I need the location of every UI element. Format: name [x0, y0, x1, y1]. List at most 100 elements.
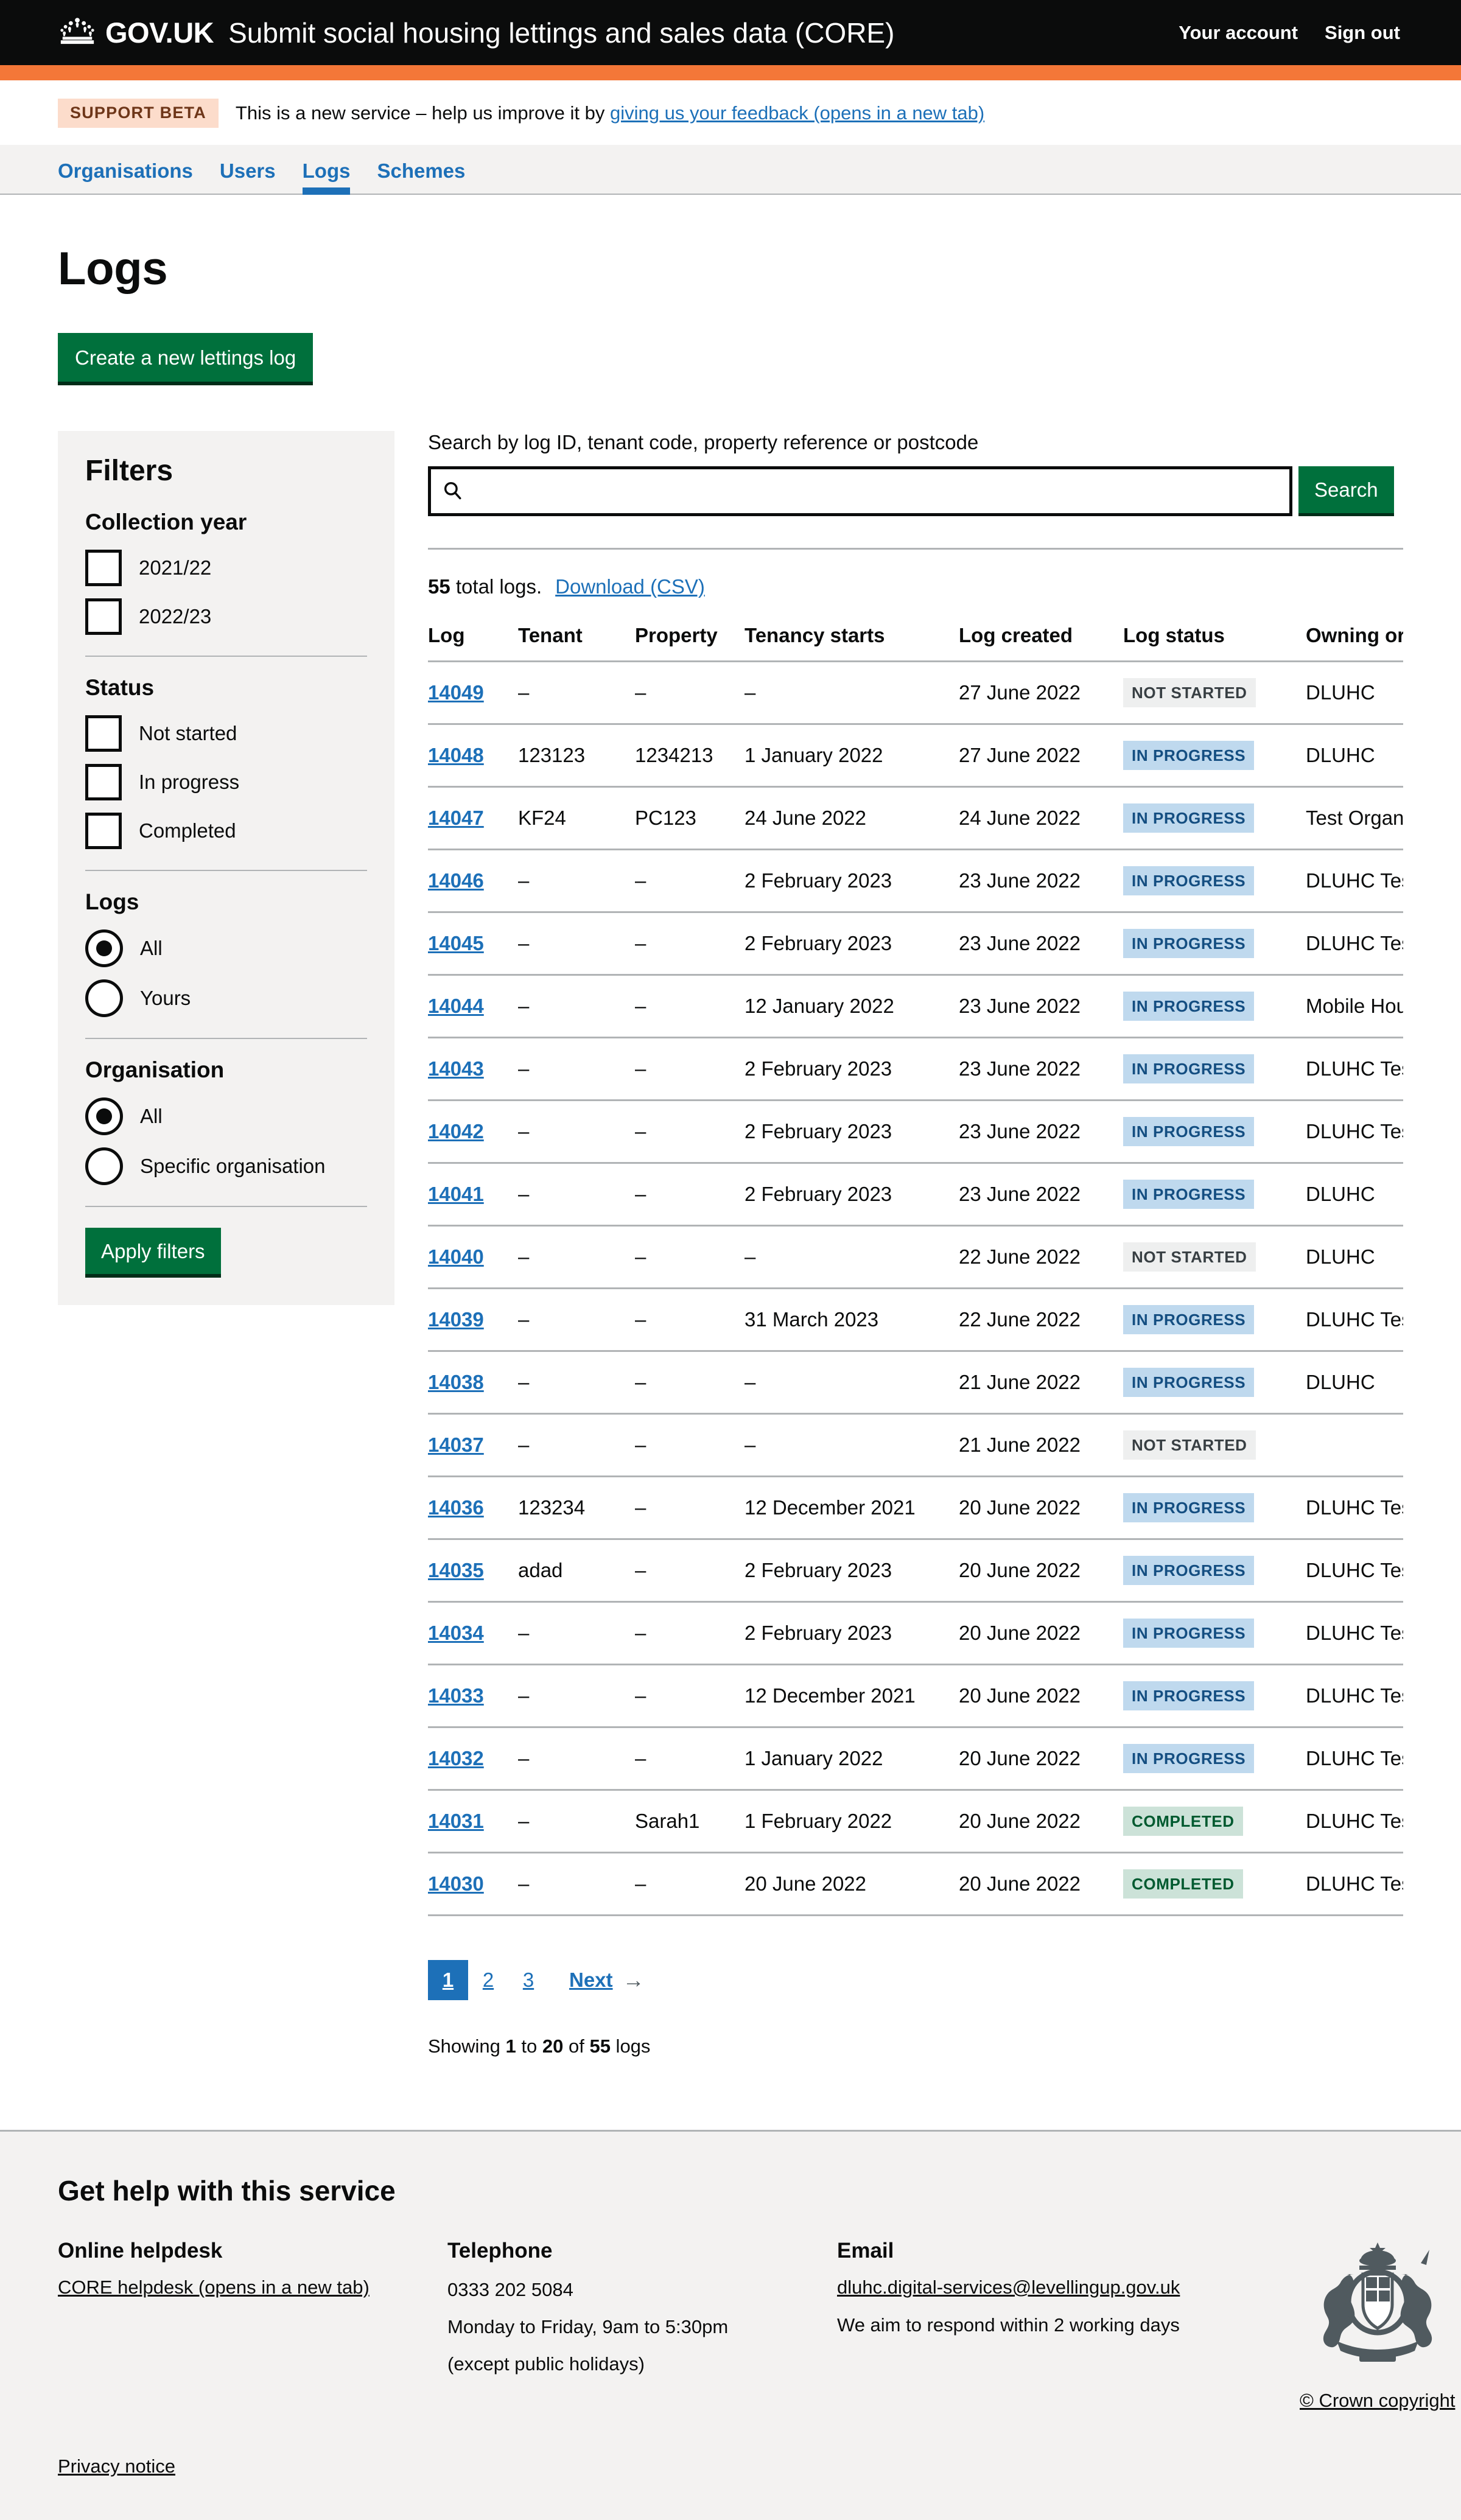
cell-log-status: COMPLETED	[1123, 1790, 1306, 1853]
cell-log: 14033	[428, 1664, 518, 1728]
showing-summary: Showing 1 to 20 of 55 logs	[428, 2035, 1403, 2057]
log-id-link[interactable]: 14038	[428, 1371, 484, 1393]
radio-icon[interactable]	[85, 979, 123, 1017]
log-id-link[interactable]: 14037	[428, 1433, 484, 1456]
checkbox-icon[interactable]	[85, 715, 122, 752]
search-button[interactable]: Search	[1298, 466, 1394, 516]
log-id-link[interactable]: 14033	[428, 1684, 484, 1707]
radio-icon[interactable]	[85, 1147, 123, 1185]
radio-icon[interactable]	[85, 929, 123, 967]
pagination-page-1[interactable]: 1	[428, 1960, 468, 2000]
email-address-link[interactable]: dluhc.digital-services@levellingup.gov.u…	[837, 2277, 1180, 2298]
filter-divider	[85, 1206, 367, 1207]
cell-log-created: 20 June 2022	[959, 1476, 1123, 1540]
log-id-link[interactable]: 14044	[428, 995, 484, 1017]
log-id-link[interactable]: 14032	[428, 1747, 484, 1769]
filter-checkbox-completed[interactable]: Completed	[85, 813, 367, 849]
filter-checkbox-in-progress[interactable]: In progress	[85, 764, 367, 800]
cell-owning-organisation: Test Organisation	[1306, 786, 1403, 850]
log-id-link[interactable]: 14030	[428, 1872, 484, 1895]
cell-log-status: IN PROGRESS	[1123, 912, 1306, 976]
cell-log-created: 20 June 2022	[959, 1727, 1123, 1791]
log-id-link[interactable]: 14035	[428, 1559, 484, 1581]
table-row: 14040– – –22 June 2022 NOT STARTED DLUHC	[428, 1225, 1403, 1289]
cell-log: 14049	[428, 661, 518, 725]
search-input[interactable]	[463, 469, 1289, 513]
log-id-link[interactable]: 14041	[428, 1183, 484, 1205]
log-id-link[interactable]: 14049	[428, 681, 484, 704]
log-id-link[interactable]: 14039	[428, 1308, 484, 1331]
radio-icon[interactable]	[85, 1097, 123, 1135]
column-header-log[interactable]: Log	[428, 624, 518, 662]
create-new-lettings-log-button[interactable]: Create a new lettings log	[58, 333, 314, 385]
telephone-heading: Telephone	[447, 2239, 553, 2263]
cell-tenancy-starts: 24 June 2022	[745, 786, 959, 850]
cell-property: –	[635, 1288, 745, 1352]
filter-radio-specific-organisation[interactable]: Specific organisation	[85, 1147, 367, 1185]
checkbox-icon[interactable]	[85, 764, 122, 800]
cell-log: 14040	[428, 1225, 518, 1289]
nav-item-schemes[interactable]: Schemes	[377, 159, 466, 182]
filter-radio-logs-yours[interactable]: Yours	[85, 979, 367, 1017]
status-badge: NOT STARTED	[1123, 1430, 1256, 1460]
showing-mid: to	[516, 2035, 542, 2057]
column-header-tenant[interactable]: Tenant	[518, 624, 635, 662]
log-id-link[interactable]: 14036	[428, 1496, 484, 1519]
cell-tenancy-starts: 12 December 2021	[745, 1664, 959, 1728]
checkbox-icon[interactable]	[85, 550, 122, 586]
column-header-log-created[interactable]: Log created	[959, 624, 1123, 662]
cell-tenant: –	[518, 1413, 635, 1477]
telephone-hours: Monday to Friday, 9am to 5:30pm	[447, 2315, 729, 2337]
log-id-link[interactable]: 14046	[428, 869, 484, 892]
column-header-log-status[interactable]: Log status	[1123, 624, 1306, 662]
nav-item-organisations[interactable]: Organisations	[58, 159, 193, 182]
search-input-wrapper[interactable]	[428, 466, 1292, 516]
download-csv-link[interactable]: Download (CSV)	[555, 575, 705, 598]
log-id-link[interactable]: 14043	[428, 1057, 484, 1080]
showing-to: 20	[542, 2035, 564, 2057]
filter-radio-organisation-all[interactable]: All	[85, 1097, 367, 1135]
core-helpdesk-link[interactable]: CORE helpdesk (opens in a new tab)	[58, 2277, 370, 2298]
pagination-page-2[interactable]: 2	[482, 1969, 494, 1991]
log-id-link[interactable]: 14034	[428, 1622, 484, 1644]
log-id-link[interactable]: 14045	[428, 932, 484, 954]
status-badge: IN PROGRESS	[1123, 1556, 1255, 1585]
column-header-property[interactable]: Property	[635, 624, 745, 662]
cell-property: PC123	[635, 786, 745, 850]
privacy-notice-link[interactable]: Privacy notice	[58, 2455, 175, 2477]
log-id-link[interactable]: 14031	[428, 1810, 484, 1832]
cell-log: 14036	[428, 1476, 518, 1540]
cell-log-status: IN PROGRESS	[1123, 975, 1306, 1038]
column-header-tenancy-starts[interactable]: Tenancy starts	[745, 624, 959, 662]
feedback-link[interactable]: giving us your feedback (opens in a new …	[610, 102, 985, 124]
apply-filters-button[interactable]: Apply filters	[85, 1228, 221, 1278]
email-response-note: We aim to respond within 2 working days	[837, 2314, 1180, 2336]
cell-property: 1234213	[635, 724, 745, 788]
column-header-owning-organisation[interactable]: Owning organisation	[1306, 624, 1403, 662]
log-id-link[interactable]: 14042	[428, 1120, 484, 1143]
sign-out-link[interactable]: Sign out	[1325, 21, 1400, 43]
your-account-link[interactable]: Your account	[1179, 21, 1298, 43]
pagination-page-3[interactable]: 3	[522, 1969, 534, 1991]
logs-table-body: 14049– – –27 June 2022 NOT STARTED DLUHC 1404…	[428, 661, 1403, 1916]
pagination-next-link[interactable]: Next	[569, 1969, 613, 1991]
filter-radio-logs-all[interactable]: All	[85, 929, 367, 967]
content-columns: Filters Collection year 2021/22 2022/23 …	[58, 431, 1403, 2076]
total-label: total logs.	[450, 575, 542, 598]
log-id-link[interactable]: 14047	[428, 807, 484, 829]
nav-item-logs[interactable]: Logs	[289, 159, 364, 195]
cell-tenancy-starts: 1 January 2022	[745, 724, 959, 788]
filter-checkbox-2021-22[interactable]: 2021/22	[85, 550, 367, 586]
log-id-link[interactable]: 14040	[428, 1245, 484, 1268]
cell-log: 14043	[428, 1037, 518, 1101]
nav-item-users[interactable]: Users	[219, 159, 276, 182]
filter-checkbox-not-started[interactable]: Not started	[85, 715, 367, 752]
checkbox-icon[interactable]	[85, 598, 122, 635]
log-id-link[interactable]: 14048	[428, 744, 484, 766]
filter-label: All	[140, 1105, 163, 1127]
filter-checkbox-2022-23[interactable]: 2022/23	[85, 598, 367, 635]
checkbox-icon[interactable]	[85, 813, 122, 849]
status-badge: IN PROGRESS	[1123, 866, 1255, 895]
header-brand[interactable]: GOV.UK Submit social housing lettings an…	[58, 16, 894, 49]
crown-copyright-link[interactable]: © Crown copyright	[1300, 2390, 1456, 2411]
